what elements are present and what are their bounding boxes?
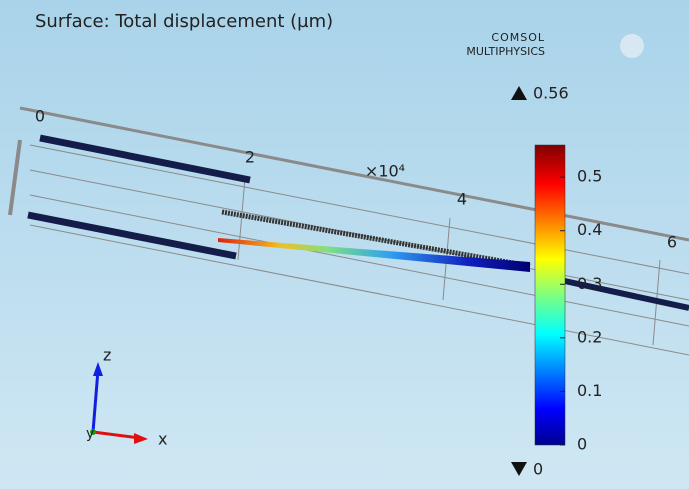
axis-tick-label: 6 bbox=[667, 233, 677, 252]
background bbox=[0, 0, 689, 489]
triad-label: z bbox=[103, 346, 111, 365]
colorbar-min-label: 0 bbox=[533, 460, 543, 479]
colorbar-tick-label: 0 bbox=[577, 435, 587, 454]
axis-tick-label: 2 bbox=[245, 148, 255, 167]
colorbar-tick-label: 0.1 bbox=[577, 381, 602, 400]
colorbar-tick-label: 0.3 bbox=[577, 274, 602, 293]
axis-tick-label: 0 bbox=[35, 107, 45, 126]
page: {"title": "Surface: Total displacement (… bbox=[0, 0, 689, 489]
colorbar-max-label: 0.56 bbox=[533, 84, 569, 103]
axis-scale-label: ×10⁴ bbox=[365, 162, 405, 181]
viewport: Surface: Total displacement (µm) COMSOL … bbox=[0, 0, 689, 489]
logo-text: MULTIPHYSICS bbox=[466, 45, 545, 58]
triad-label: x bbox=[158, 430, 167, 449]
colorbar-tick-label: 0.4 bbox=[577, 220, 602, 239]
logo-icon bbox=[620, 34, 644, 58]
triad-label: y bbox=[86, 426, 94, 442]
colorbar-scale bbox=[535, 145, 565, 445]
logo-text: COMSOL bbox=[491, 31, 545, 44]
colorbar-tick-label: 0.5 bbox=[577, 167, 602, 186]
colorbar-tick-label: 0.2 bbox=[577, 327, 602, 346]
title: Surface: Total displacement (µm) bbox=[35, 11, 333, 32]
axis-tick-label: 4 bbox=[457, 190, 467, 209]
